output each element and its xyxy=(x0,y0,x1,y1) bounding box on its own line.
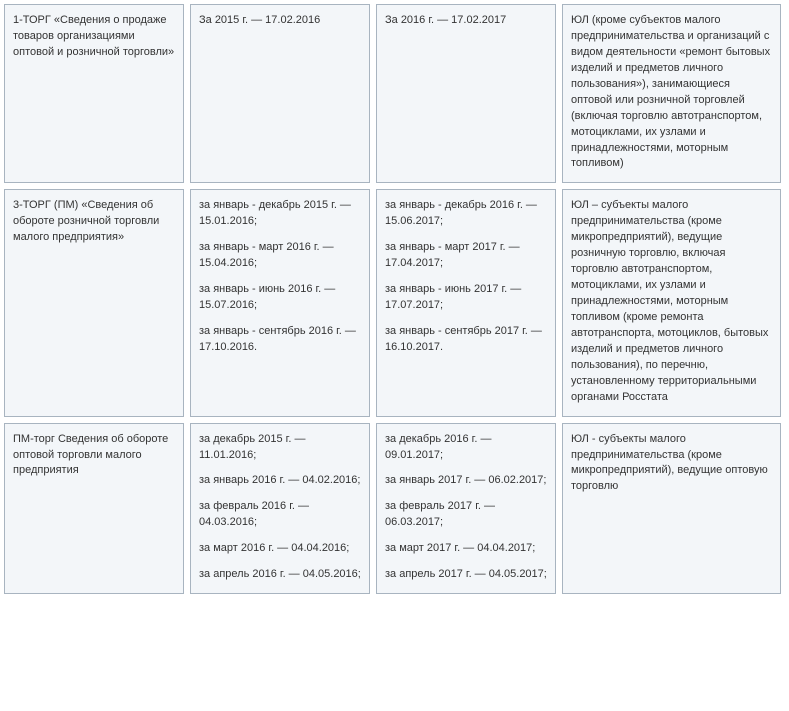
table-cell: ЮЛ (кроме субъектов малого предпринимате… xyxy=(562,4,781,183)
table-cell: ПМ-торг Сведения об обороте оптовой торг… xyxy=(4,423,184,595)
table-cell: ЮЛ – субъекты малого предпринимательства… xyxy=(562,189,781,416)
cell-text: за февраль 2016 г. — 04.03.2016; xyxy=(199,499,361,531)
cell-text: ПМ-торг Сведения об обороте оптовой торг… xyxy=(13,432,175,480)
table-cell: за январь - декабрь 2015 г. — 15.01.2016… xyxy=(190,189,370,416)
cell-text: за декабрь 2016 г. — 09.01.2017; xyxy=(385,432,547,464)
cell-text: за январь - июнь 2017 г. — 17.07.2017; xyxy=(385,282,547,314)
cell-text: 1-ТОРГ «Сведения о продаже товаров орган… xyxy=(13,13,175,61)
table-cell: за январь - декабрь 2016 г. — 15.06.2017… xyxy=(376,189,556,416)
cell-text: За 2015 г. — 17.02.2016 xyxy=(199,13,361,29)
cell-text: за январь - сентябрь 2017 г. — 16.10.201… xyxy=(385,324,547,356)
cell-text: за март 2017 г. — 04.04.2017; xyxy=(385,541,547,557)
cell-text: за февраль 2017 г. — 06.03.2017; xyxy=(385,499,547,531)
cell-text: за январь - сентябрь 2016 г. — 17.10.201… xyxy=(199,324,361,356)
table-cell: За 2016 г. — 17.02.2017 xyxy=(376,4,556,183)
table-cell: За 2015 г. — 17.02.2016 xyxy=(190,4,370,183)
cell-text: ЮЛ - субъекты малого предпринимательства… xyxy=(571,432,772,496)
table-cell: за декабрь 2015 г. — 11.01.2016; за янва… xyxy=(190,423,370,595)
cell-text: за январь - март 2017 г. — 17.04.2017; xyxy=(385,240,547,272)
table-cell: за декабрь 2016 г. — 09.01.2017; за янва… xyxy=(376,423,556,595)
report-table: 1-ТОРГ «Сведения о продаже товаров орган… xyxy=(4,4,785,594)
cell-text: за декабрь 2015 г. — 11.01.2016; xyxy=(199,432,361,464)
table-cell: 1-ТОРГ «Сведения о продаже товаров орган… xyxy=(4,4,184,183)
table-cell: ЮЛ - субъекты малого предпринимательства… xyxy=(562,423,781,595)
cell-text: ЮЛ – субъекты малого предпринимательства… xyxy=(571,198,772,405)
cell-text: За 2016 г. — 17.02.2017 xyxy=(385,13,547,29)
table-cell: 3-ТОРГ (ПМ) «Сведения об обороте розничн… xyxy=(4,189,184,416)
cell-text: за январь - март 2016 г. — 15.04.2016; xyxy=(199,240,361,272)
cell-text: за апрель 2017 г. — 04.05.2017; xyxy=(385,567,547,583)
cell-text: за январь 2016 г. — 04.02.2016; xyxy=(199,473,361,489)
cell-text: за январь 2017 г. — 06.02.2017; xyxy=(385,473,547,489)
cell-text: ЮЛ (кроме субъектов малого предпринимате… xyxy=(571,13,772,172)
cell-text: 3-ТОРГ (ПМ) «Сведения об обороте розничн… xyxy=(13,198,175,246)
cell-text: за январь - декабрь 2016 г. — 15.06.2017… xyxy=(385,198,547,230)
cell-text: за январь - декабрь 2015 г. — 15.01.2016… xyxy=(199,198,361,230)
cell-text: за март 2016 г. — 04.04.2016; xyxy=(199,541,361,557)
cell-text: за апрель 2016 г. — 04.05.2016; xyxy=(199,567,361,583)
cell-text: за январь - июнь 2016 г. — 15.07.2016; xyxy=(199,282,361,314)
